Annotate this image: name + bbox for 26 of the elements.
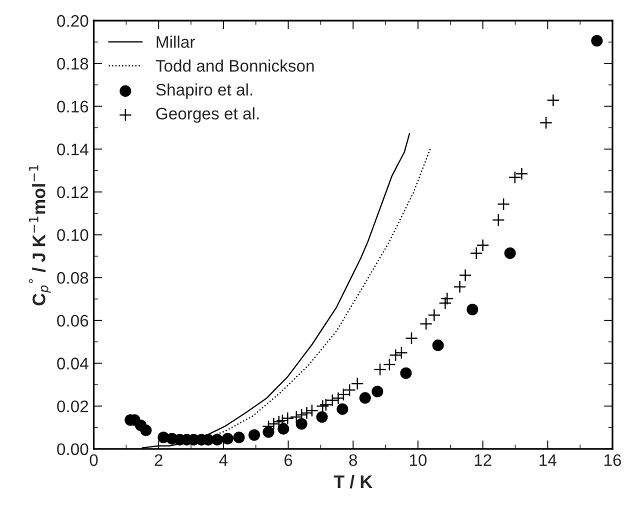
legend-label: Shapiro et al. (156, 83, 252, 99)
y-tick-label: 0.10 (57, 229, 88, 241)
x-tick-label: 12 (474, 454, 492, 466)
x-tick-label: 14 (540, 454, 556, 466)
x-tick-label: 2 (154, 454, 162, 466)
y-tick-label: 0.04 (57, 358, 88, 370)
x-tick-label: 4 (219, 454, 228, 466)
x-tick-label: 10 (410, 454, 427, 466)
y-tick-label: 0.16 (57, 100, 88, 112)
y-tick-label: 0.06 (57, 314, 88, 327)
y-tick-label: 0.20 (57, 15, 88, 27)
legend-label: Millar (156, 36, 195, 48)
y-tick-label: 0.14 (57, 144, 88, 156)
y-tick-label: 0.12 (57, 186, 88, 198)
y-axis-title: C$_{p}$$^{°}$ / J K$^{−1}$mol$^{−1}$ (28, 165, 51, 306)
legend-label: Georges et al. (156, 107, 259, 123)
legend-label: Todd and Bonnickson (156, 60, 314, 72)
y-tick-label: 0.02 (57, 400, 88, 412)
x-tick-label: 6 (284, 454, 292, 466)
y-tick-label: 0.00 (57, 443, 88, 456)
y-tick-label: 0.08 (57, 272, 88, 284)
x-axis-title: T / K (334, 474, 373, 488)
x-tick-label: 8 (349, 454, 358, 466)
x-tick-label: 16 (604, 454, 622, 466)
y-tick-label: 0.18 (57, 58, 88, 70)
x-tick-label: 0 (90, 454, 98, 466)
